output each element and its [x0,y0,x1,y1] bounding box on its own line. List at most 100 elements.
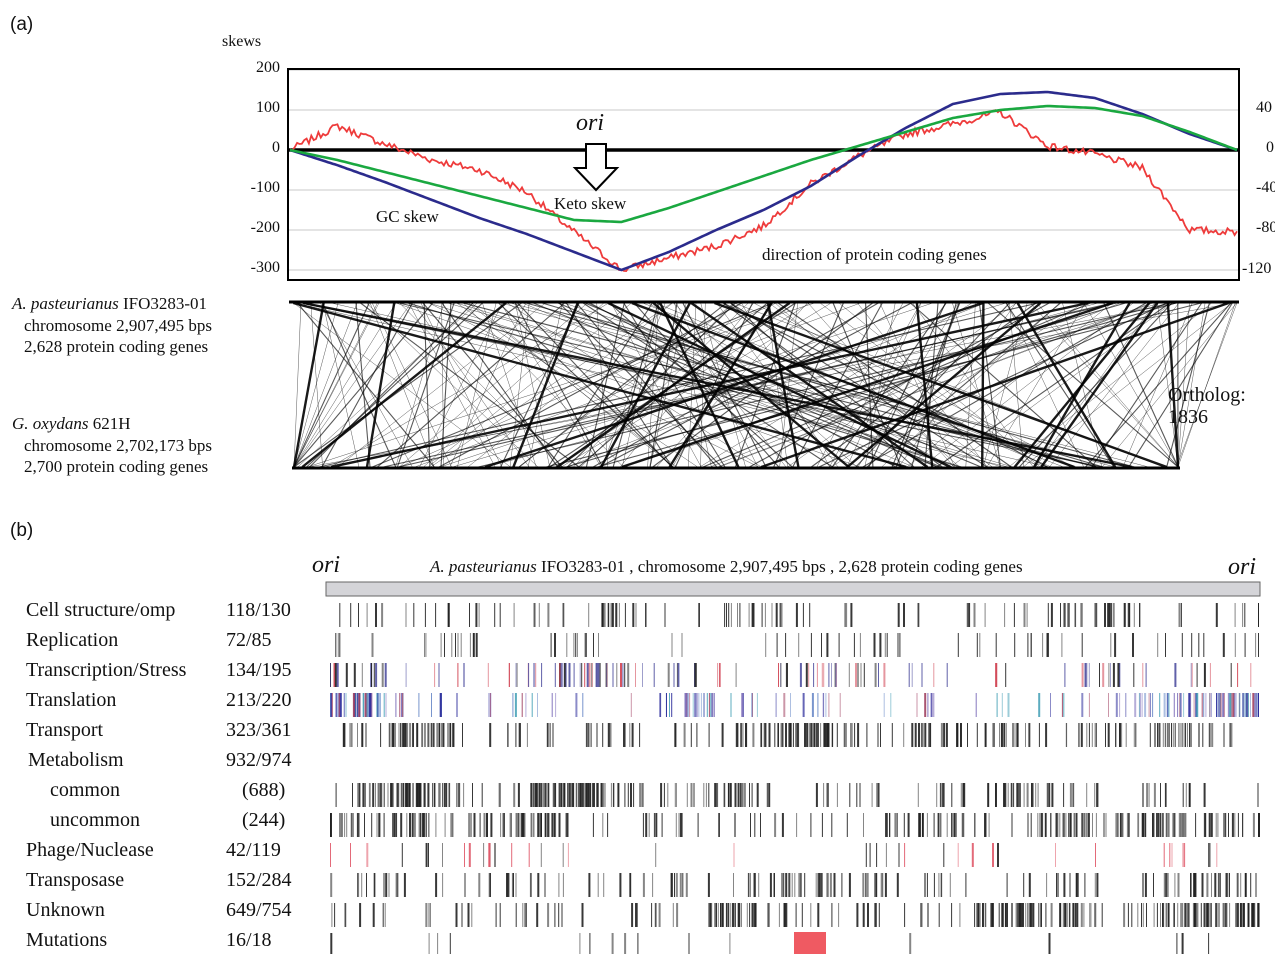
gene-mark [823,663,825,687]
gene-mark [1223,813,1224,837]
ortholog-line [607,301,952,469]
gene-mark [427,903,429,927]
gene-mark [515,813,517,837]
gene-mark [1055,843,1056,867]
gene-mark [1086,813,1088,837]
gene-mark [416,723,418,747]
gene-mark [832,723,834,747]
gene-mark [399,693,401,717]
ortholog-line [857,302,959,468]
gene-mark [486,813,488,837]
gene-mark [381,783,383,807]
gene-mark [978,903,980,927]
gene-mark [1149,723,1151,747]
gene-mark [603,873,605,897]
gene-mark [878,663,879,687]
gene-mark [368,693,370,717]
gene-mark [509,813,511,837]
gene-mark [1182,843,1184,867]
gene-mark [1188,903,1190,927]
chart-frame [287,68,1240,281]
gene-mark [565,663,567,687]
gene-mark [577,783,579,807]
gene-mark [756,783,759,807]
gene-mark [1045,723,1048,747]
gene-mark [444,633,445,657]
gene-mark [977,903,979,927]
gene-mark [1141,813,1144,837]
gene-mark [593,783,595,807]
gene-mark [1228,813,1229,837]
gene-mark [1081,663,1084,687]
gene-mark [412,723,414,747]
gene-mark [607,813,609,837]
gene-mark [885,813,887,837]
gene-mark [612,663,614,687]
gene-mark [985,723,987,747]
gene-mark [1023,603,1026,627]
category-label: Transcription/Stress [26,659,187,681]
gene-mark [674,783,676,807]
gene-mark [464,873,466,897]
gene-mark [1156,813,1158,837]
right-tick: 0 [1266,139,1274,156]
gene-mark [533,663,536,687]
category-count: 323/361 [226,719,292,741]
gene-mark [582,783,584,807]
gene-mark [1030,813,1032,837]
ortholog-line [597,302,1177,468]
gene-mark [461,903,463,927]
gene-mark [498,783,500,807]
gene-mark [695,693,697,717]
gene-mark [502,813,504,837]
gene-mark [1133,723,1135,747]
gene-mark [371,663,372,687]
gene-mark [1012,723,1014,747]
gene-mark [551,693,553,717]
gene-mark [918,813,921,837]
gene-mark [579,663,581,687]
gene-mark [1046,783,1048,807]
gene-mark [396,783,399,807]
gene-mark [938,813,940,837]
gene-mark [732,903,734,927]
gene-mark [834,663,836,687]
gene-mark [403,723,406,747]
gene-mark [1023,783,1025,807]
gene-mark [853,633,855,657]
ortholog-line [753,302,1075,468]
gene-mark [573,663,575,687]
gene-mark [504,813,505,837]
gene-mark [1163,903,1165,927]
gene-mark [798,633,800,657]
gene-mark [957,633,959,657]
gene-mark [1215,903,1217,927]
gene-mark [813,663,815,687]
ortholog-line [440,302,933,468]
gene-mark [612,783,614,807]
gene-mark [632,603,635,627]
gene-mark [538,603,540,627]
gene-mark [1089,903,1091,927]
gene-mark [1010,783,1013,807]
gene-mark [1166,873,1169,897]
gene-mark [1072,783,1074,807]
gene-mark [435,873,438,897]
gene-mark [396,813,398,837]
gene-mark [681,633,683,657]
gene-mark [945,723,948,747]
gene-mark [400,813,403,837]
ortholog-line [690,302,929,468]
gene-mark [515,723,517,747]
gene-mark [1075,873,1077,897]
gene-mark [952,813,955,837]
ortholog-line [484,301,984,469]
gene-mark [883,693,885,717]
gene-mark [1184,903,1187,927]
gene-mark [1075,603,1077,627]
gene-mark [440,723,443,747]
gene-mark [850,723,852,747]
gene-mark [1090,903,1092,927]
gene-mark [589,783,591,807]
